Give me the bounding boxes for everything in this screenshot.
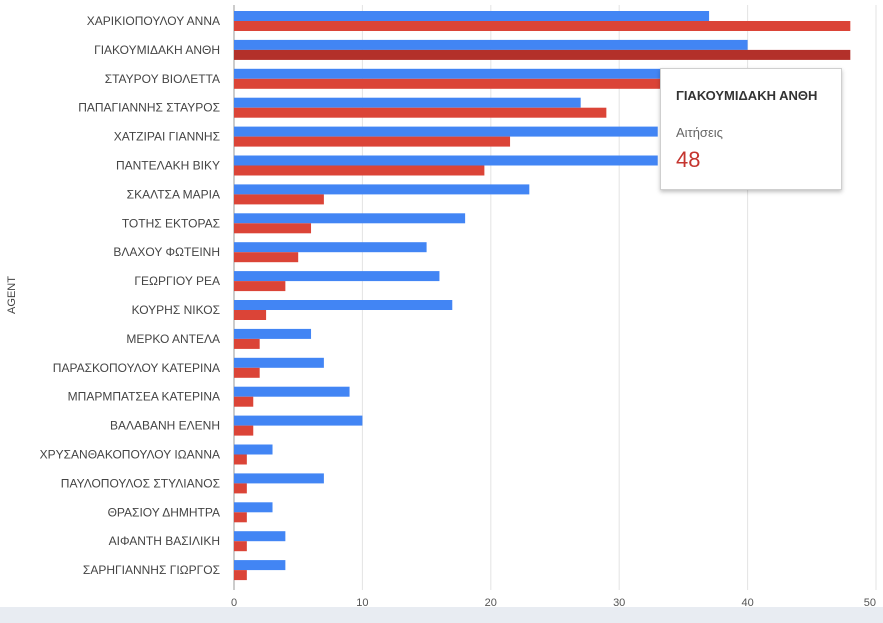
bar-blue[interactable] — [234, 444, 273, 455]
bar-blue[interactable] — [234, 386, 350, 397]
bar-red[interactable] — [234, 281, 286, 292]
bar-blue[interactable] — [234, 415, 363, 426]
x-tick-label: 0 — [231, 597, 237, 609]
bar-red[interactable] — [234, 512, 247, 523]
x-tick-label: 20 — [485, 597, 497, 609]
bar-blue[interactable] — [234, 68, 722, 79]
tooltip: ΓΙΑΚΟΥΜΙΔΑΚΗ ΑΝΘΗ Αιτήσεις 48 — [660, 68, 842, 190]
y-axis-title: AGENT — [6, 276, 18, 314]
bar-red[interactable] — [234, 483, 247, 494]
category-label: ΓΕΩΡΓΙΟΥ ΡΕΑ — [134, 274, 220, 288]
category-label: ΒΑΛΑΒΑΝΗ ΕΛΕΝΗ — [110, 419, 220, 433]
bar-red[interactable] — [234, 78, 812, 89]
bar-red[interactable] — [234, 367, 260, 378]
bar-blue[interactable] — [234, 502, 273, 513]
x-tick-label: 10 — [356, 597, 368, 609]
x-tick-label: 30 — [613, 597, 625, 609]
bar-blue[interactable] — [234, 184, 530, 195]
tooltip-series-label: Αιτήσεις — [676, 125, 723, 140]
x-axis-ticks: 0 10 20 30 40 50 — [231, 597, 876, 609]
category-label: ΑΙΦΑΝΤΗ ΒΑΣΙΛΙΚΗ — [109, 534, 220, 548]
bar-blue[interactable] — [234, 242, 427, 253]
category-label: ΠΑΠΑΓΙΑΝΝΗΣ ΣΤΑΥΡΟΣ — [78, 101, 220, 115]
bar-blue[interactable] — [234, 300, 453, 310]
category-label: ΧΑΤΖΙΡΑΙ ΓΙΑΝΝΗΣ — [114, 130, 220, 144]
category-label: ΧΡΥΣΑΝΘΑΚΟΠΟΥΛΟΥ ΙΩΑΝΝΑ — [40, 448, 220, 462]
bar-blue[interactable] — [234, 560, 286, 571]
category-label: ΧΑΡΙΚΙΟΠΟΥΛΟΥ ΑΝΝΑ — [87, 14, 220, 28]
category-label: ΘΡΑΣΙΟΥ ΔΗΜΗΤΡΑ — [108, 505, 220, 519]
category-label: ΠΑΡΑΣΚΟΠΟΥΛΟΥ ΚΑΤΕΡΙΝΑ — [53, 361, 220, 375]
category-label: ΠΑΝΤΕΛΑΚΗ ΒΙΚΥ — [116, 159, 220, 173]
category-label: ΣΑΡΗΓΙΑΝΝΗΣ ΓΙΩΡΓΟΣ — [83, 563, 220, 577]
bar-red[interactable] — [234, 338, 260, 349]
tooltip-title: ΓΙΑΚΟΥΜΙΔΑΚΗ ΑΝΘΗ — [676, 88, 818, 103]
bar-red[interactable] — [234, 541, 247, 552]
category-label: ΣΚΑΛΤΣΑ ΜΑΡΙΑ — [127, 187, 220, 201]
bar-blue[interactable] — [234, 357, 324, 368]
bar-red[interactable] — [234, 136, 511, 147]
bar-blue[interactable] — [234, 328, 312, 339]
bar-blue[interactable] — [234, 39, 748, 50]
bars — [234, 11, 851, 581]
tooltip-value: 48 — [676, 147, 701, 172]
bar-red[interactable] — [234, 49, 851, 60]
bar-red[interactable] — [234, 310, 267, 320]
x-tick-label: 40 — [741, 597, 753, 609]
category-label: ΠΑΥΛΟΠΟΥΛΟΣ ΣΤΥΛΙΑΝΟΣ — [61, 476, 220, 490]
bar-blue[interactable] — [234, 11, 710, 21]
category-label: ΒΛΑΧΟΥ ΦΩΤΕΙΝΗ — [113, 245, 220, 259]
bar-red[interactable] — [234, 194, 324, 205]
bar-blue[interactable] — [234, 126, 658, 137]
category-label: ΜΠΑΡΜΠΑΤΣΕΑ ΚΑΤΕΡΙΝΑ — [68, 390, 220, 404]
bar-blue[interactable] — [234, 271, 440, 282]
bar-red[interactable] — [234, 21, 851, 31]
category-label: ΓΙΑΚΟΥΜΙΔΑΚΗ ΑΝΘΗ — [94, 43, 220, 57]
x-tick-label: 50 — [864, 597, 876, 609]
category-label: ΚΟΥΡΗΣ ΝΙΚΟΣ — [132, 303, 220, 317]
bar-red[interactable] — [234, 454, 247, 465]
bar-red[interactable] — [234, 107, 607, 118]
bar-red[interactable] — [234, 165, 485, 176]
category-labels: ΧΑΡΙΚΙΟΠΟΥΛΟΥ ΑΝΝΑ ΓΙΑΚΟΥΜΙΔΑΚΗ ΑΝΘΗ ΣΤΑΥΡ… — [40, 14, 220, 577]
bar-red[interactable] — [234, 223, 312, 234]
bar-blue[interactable] — [234, 473, 324, 484]
bar-red[interactable] — [234, 252, 299, 263]
bar-red[interactable] — [234, 425, 254, 436]
bar-blue[interactable] — [234, 531, 286, 542]
bar-blue[interactable] — [234, 155, 658, 166]
bar-red[interactable] — [234, 396, 254, 407]
category-label: ΤΟΤΗΣ ΕΚΤΟΡΑΣ — [122, 216, 220, 230]
category-label: ΜΕΡΚΟ ΑΝΤΕΛΑ — [126, 332, 220, 346]
category-label: ΣΤΑΥΡΟΥ ΒΙΟΛΕΤΤΑ — [105, 72, 220, 86]
bar-red[interactable] — [234, 570, 247, 581]
bar-blue[interactable] — [234, 213, 466, 224]
bar-blue[interactable] — [234, 97, 581, 108]
